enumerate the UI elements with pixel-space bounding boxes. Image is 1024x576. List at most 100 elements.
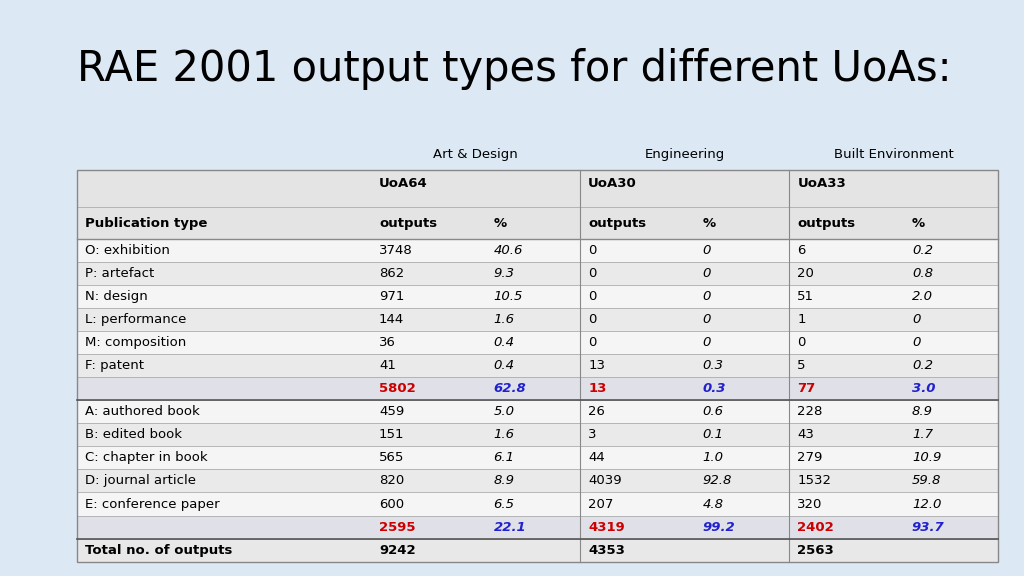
Text: 0.3: 0.3 <box>702 359 724 372</box>
Text: UoA33: UoA33 <box>798 176 846 190</box>
Text: outputs: outputs <box>379 217 437 230</box>
Text: 51: 51 <box>798 290 814 303</box>
Text: Built Environment: Built Environment <box>834 147 953 161</box>
Text: 0: 0 <box>588 267 597 280</box>
Text: 12.0: 12.0 <box>912 498 941 510</box>
Text: 0.8: 0.8 <box>912 267 933 280</box>
Text: P: artefact: P: artefact <box>85 267 155 280</box>
Text: 1.6: 1.6 <box>494 313 514 326</box>
Text: 99.2: 99.2 <box>702 521 735 533</box>
Text: 0.1: 0.1 <box>702 429 724 441</box>
Text: 26: 26 <box>588 406 605 418</box>
Text: 62.8: 62.8 <box>494 382 526 395</box>
Text: outputs: outputs <box>588 217 646 230</box>
Text: %: % <box>912 217 925 230</box>
Text: 0: 0 <box>588 336 597 349</box>
Text: Engineering: Engineering <box>644 147 725 161</box>
Text: 2402: 2402 <box>798 521 835 533</box>
Text: 8.9: 8.9 <box>494 475 514 487</box>
Text: 13: 13 <box>588 382 606 395</box>
Bar <box>77 308 998 331</box>
Text: 2.0: 2.0 <box>912 290 933 303</box>
Text: 0.3: 0.3 <box>702 382 726 395</box>
Text: 41: 41 <box>379 359 396 372</box>
Text: O: exhibition: O: exhibition <box>85 244 170 257</box>
Text: %: % <box>494 217 507 230</box>
Text: 13: 13 <box>588 359 605 372</box>
Bar <box>77 262 998 285</box>
Text: 4.8: 4.8 <box>702 498 724 510</box>
Bar <box>77 354 998 377</box>
Text: 4353: 4353 <box>588 544 625 556</box>
Text: 1: 1 <box>798 313 806 326</box>
Text: 1.7: 1.7 <box>912 429 933 441</box>
Text: 4319: 4319 <box>588 521 625 533</box>
Text: 44: 44 <box>588 452 605 464</box>
Text: E: conference paper: E: conference paper <box>85 498 219 510</box>
Text: 6.5: 6.5 <box>494 498 514 510</box>
Text: 3: 3 <box>588 429 597 441</box>
Text: 0: 0 <box>912 336 921 349</box>
Text: 0.2: 0.2 <box>912 359 933 372</box>
Text: M: composition: M: composition <box>85 336 186 349</box>
Text: 207: 207 <box>588 498 613 510</box>
Text: 43: 43 <box>798 429 814 441</box>
Text: 9242: 9242 <box>379 544 416 556</box>
Text: 0: 0 <box>588 290 597 303</box>
Text: 820: 820 <box>379 475 404 487</box>
Text: 279: 279 <box>798 452 822 464</box>
Text: 6: 6 <box>798 244 806 257</box>
Bar <box>77 469 998 492</box>
Text: 9.3: 9.3 <box>494 267 514 280</box>
Text: 151: 151 <box>379 429 404 441</box>
Text: A: authored book: A: authored book <box>85 406 200 418</box>
Text: 0: 0 <box>588 244 597 257</box>
Text: N: design: N: design <box>85 290 147 303</box>
Text: 144: 144 <box>379 313 404 326</box>
Text: B: edited book: B: edited book <box>85 429 182 441</box>
Text: 5.0: 5.0 <box>494 406 514 418</box>
Bar <box>77 331 998 354</box>
Text: 565: 565 <box>379 452 404 464</box>
Bar <box>77 170 998 562</box>
Text: 971: 971 <box>379 290 404 303</box>
Text: 10.5: 10.5 <box>494 290 523 303</box>
Text: 1532: 1532 <box>798 475 831 487</box>
Text: 2563: 2563 <box>798 544 835 556</box>
Text: 59.8: 59.8 <box>912 475 941 487</box>
Bar <box>77 138 998 170</box>
Text: 0: 0 <box>702 267 711 280</box>
Text: RAE 2001 output types for different UoAs:: RAE 2001 output types for different UoAs… <box>77 48 951 90</box>
Text: 36: 36 <box>379 336 396 349</box>
Text: 5: 5 <box>798 359 806 372</box>
Text: D: journal article: D: journal article <box>85 475 196 487</box>
Text: 92.8: 92.8 <box>702 475 732 487</box>
Text: L: performance: L: performance <box>85 313 186 326</box>
Text: 77: 77 <box>798 382 815 395</box>
Text: 6.1: 6.1 <box>494 452 514 464</box>
Text: 0: 0 <box>588 313 597 326</box>
Text: 228: 228 <box>798 406 822 418</box>
Bar <box>77 377 998 400</box>
Text: 0: 0 <box>798 336 806 349</box>
Text: 0: 0 <box>912 313 921 326</box>
Text: UoA30: UoA30 <box>588 176 637 190</box>
Bar <box>77 446 998 469</box>
Text: 93.7: 93.7 <box>912 521 945 533</box>
Bar <box>77 516 998 539</box>
Bar <box>77 492 998 516</box>
Bar <box>77 207 998 239</box>
Text: 600: 600 <box>379 498 404 510</box>
Text: 0.6: 0.6 <box>702 406 724 418</box>
Text: Art & Design: Art & Design <box>433 147 518 161</box>
Text: 3748: 3748 <box>379 244 413 257</box>
Text: 40.6: 40.6 <box>494 244 523 257</box>
Text: 22.1: 22.1 <box>494 521 526 533</box>
Text: 0: 0 <box>702 313 711 326</box>
Text: Publication type: Publication type <box>85 217 208 230</box>
Text: 2595: 2595 <box>379 521 416 533</box>
Bar <box>77 285 998 308</box>
Text: 0: 0 <box>702 336 711 349</box>
Text: 4039: 4039 <box>588 475 622 487</box>
Text: 3.0: 3.0 <box>912 382 936 395</box>
